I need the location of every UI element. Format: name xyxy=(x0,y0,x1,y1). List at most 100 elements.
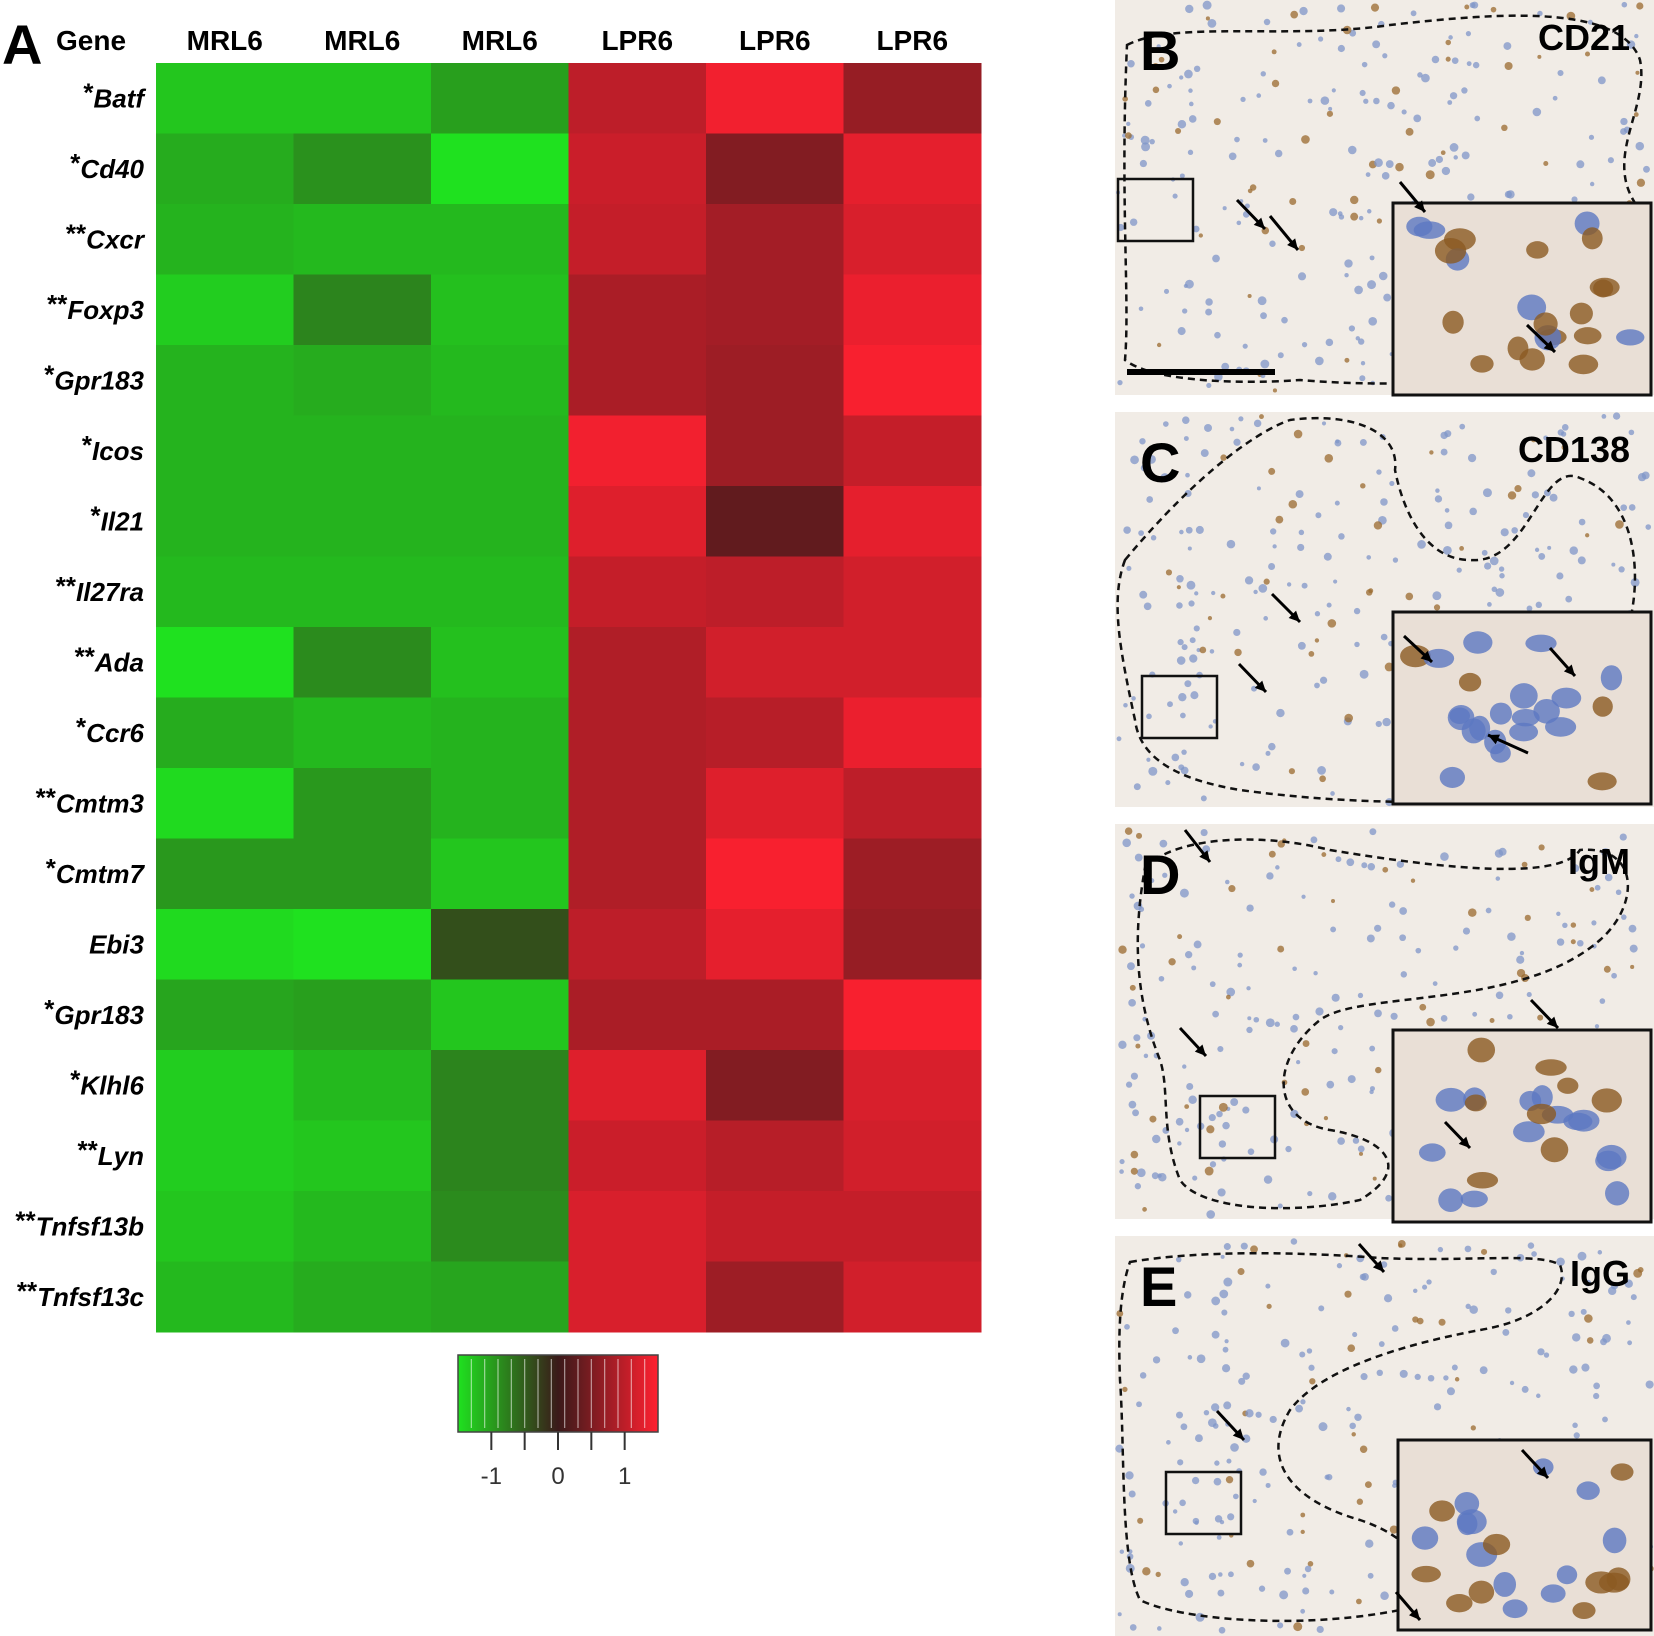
heatmap-cell xyxy=(431,1120,569,1192)
heatmap-cell xyxy=(568,1120,707,1192)
heatmap-cell xyxy=(706,133,844,205)
heatmap-cell xyxy=(568,415,707,487)
heatmap-cell xyxy=(156,1120,294,1192)
heatmap-cell xyxy=(706,768,844,839)
heatmap-cell xyxy=(431,768,569,839)
column-header: MRL6 xyxy=(324,25,400,56)
heatmap-cell xyxy=(156,204,294,275)
heatmap-cell xyxy=(156,697,294,769)
heatmap-cell xyxy=(431,63,569,134)
heatmap-cell xyxy=(843,133,982,205)
column-headers: MRL6 MRL6 MRL6 LPR6 LPR6 LPR6 xyxy=(187,25,948,56)
heatmap-cell xyxy=(156,415,294,487)
row-label: **Lyn xyxy=(78,1135,144,1171)
heatmap-cell xyxy=(706,1120,844,1192)
colorbar-tick-label: -1 xyxy=(481,1463,502,1490)
heatmap-cell xyxy=(843,345,982,416)
row-label: **Tnfsf13c xyxy=(17,1276,145,1312)
heatmap-cell xyxy=(293,1050,432,1121)
row-label: *Icos xyxy=(82,430,144,466)
inset-cells xyxy=(1411,1458,1634,1620)
row-label: Ebi3 xyxy=(89,929,144,959)
heatmap-cell xyxy=(706,1261,844,1333)
heatmap-cell xyxy=(843,556,982,628)
zoom-region-box xyxy=(1116,177,1195,243)
arrow-icon xyxy=(1235,198,1267,231)
inset-cells xyxy=(1418,1037,1630,1212)
panel-letter: E xyxy=(1140,1255,1177,1318)
region-outline xyxy=(1136,838,1630,1210)
heatmap-cell xyxy=(706,1050,844,1121)
heatmap-cell xyxy=(843,1191,982,1262)
row-labels: *Batf *Cd40 **Cxcr **Foxp3 *Gpr183 *Icos *Il21… xyxy=(15,77,146,1312)
heatmap-cell xyxy=(293,486,432,557)
gene-column-header: Gene xyxy=(56,25,126,56)
heatmap-cell xyxy=(293,204,432,275)
heatmap-cell xyxy=(293,979,432,1051)
heatmap-cell xyxy=(293,1261,432,1333)
arrow-icon xyxy=(1525,323,1557,354)
heatmap-cell xyxy=(843,486,982,557)
heatmap-cell xyxy=(843,909,982,980)
heatmap-cell xyxy=(431,1261,569,1333)
arrow-icon xyxy=(1394,1591,1422,1621)
inset-cells xyxy=(1400,631,1623,791)
heatmap-cell xyxy=(568,1191,707,1262)
micrograph-panel-d: D IgM xyxy=(1115,824,1654,1224)
heatmap-cell xyxy=(568,345,707,416)
heatmap-cell xyxy=(431,415,569,487)
heatmap-cell xyxy=(706,345,844,416)
heatmap-cell xyxy=(431,204,569,275)
heatmap-cell xyxy=(706,274,844,346)
heatmap-cell xyxy=(293,697,432,769)
heatmap-cell xyxy=(293,768,432,839)
arrow-icon xyxy=(1398,181,1427,213)
heatmap-cell xyxy=(843,274,982,346)
heatmap-cell xyxy=(431,697,569,769)
arrow-icon xyxy=(1443,1120,1472,1150)
heatmap-cell xyxy=(293,909,432,980)
heatmap-cell xyxy=(293,1191,432,1262)
heatmap-cell xyxy=(706,979,844,1051)
heatmap-cell xyxy=(843,1050,982,1121)
heatmap-cell xyxy=(293,415,432,487)
heatmap-cell xyxy=(706,63,844,134)
arrow-icon xyxy=(1178,1026,1208,1058)
zoom-region-box xyxy=(1198,1094,1277,1160)
heatmap-cell xyxy=(431,627,569,698)
heatmap-cell xyxy=(293,63,432,134)
arrow-icon xyxy=(1183,829,1212,863)
heatmap-cell xyxy=(156,1261,294,1333)
heatmap-cell xyxy=(156,1191,294,1262)
heatmap-cell xyxy=(706,697,844,769)
arrow-icon xyxy=(1487,733,1529,755)
heatmap-cell xyxy=(156,486,294,557)
heatmap-cell xyxy=(706,415,844,487)
colorbar-tick-label: 1 xyxy=(618,1463,631,1490)
heatmap-cell xyxy=(431,345,569,416)
column-header: LPR6 xyxy=(739,25,811,56)
heatmap-cell xyxy=(568,556,707,628)
heatmap-cell xyxy=(156,133,294,205)
heatmap-cell xyxy=(568,274,707,346)
heatmap-cell xyxy=(843,697,982,769)
heatmap-cell xyxy=(293,627,432,698)
heatmap-cell xyxy=(706,486,844,557)
row-label: *Batf xyxy=(83,77,146,113)
panel-letter: C xyxy=(1140,431,1180,494)
row-label: **Tnfsf13b xyxy=(15,1205,144,1241)
heatmap-cell xyxy=(843,204,982,275)
arrow-icon xyxy=(1237,662,1268,694)
arrow-icon xyxy=(1402,634,1434,664)
row-label: **Cmtm3 xyxy=(36,782,145,818)
heatmap-cell xyxy=(431,1191,569,1262)
heatmap-cell xyxy=(568,697,707,769)
heatmap-cell xyxy=(843,63,982,134)
colorbar-tick-label: 0 xyxy=(551,1463,564,1490)
heatmap-cell xyxy=(156,909,294,980)
arrow-icon xyxy=(1215,1409,1246,1442)
marker-label: IgG xyxy=(1570,1253,1630,1294)
heatmap-cell xyxy=(843,415,982,487)
heatmap-cell xyxy=(706,1191,844,1262)
arrow-icon xyxy=(1357,1243,1386,1273)
